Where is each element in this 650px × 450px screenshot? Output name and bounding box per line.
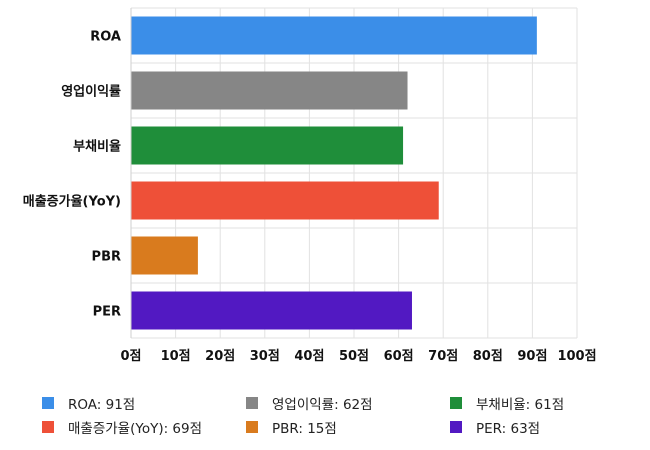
x-tick-label: 0점	[120, 349, 141, 364]
bar-4	[131, 236, 198, 275]
y-category-label: ROA	[90, 30, 121, 45]
x-tick-label: 20점	[205, 349, 235, 364]
bar-chart: 0점 10점 20점 30점 40점 50점 60점 70점 80점 90점 100점 ROA 영업이익…	[23, 7, 597, 364]
x-tick-label: 90점	[517, 349, 547, 364]
bar-1	[131, 71, 408, 110]
x-tick-label: 40점	[294, 349, 324, 364]
x-tick-label: 30점	[250, 349, 280, 364]
x-tick-label: 70점	[428, 349, 458, 364]
legend-swatch	[42, 421, 54, 433]
y-category-label: PER	[93, 305, 121, 320]
legend-item-roa: ROA: 91점	[42, 394, 136, 413]
legend-swatch	[42, 397, 54, 409]
x-tick-label: 10점	[161, 349, 191, 364]
legend-item-debt-ratio: 부채비율: 61점	[450, 394, 565, 413]
x-tick-label: 100점	[557, 349, 596, 364]
bar-0	[131, 16, 537, 55]
legend-swatch	[246, 397, 258, 409]
legend-label: 매출증가율(YoY): 69점	[68, 421, 203, 437]
legend-swatch	[450, 421, 462, 433]
bar-3	[131, 181, 439, 220]
x-tick-label: 50점	[339, 349, 369, 364]
bar-5	[131, 291, 412, 330]
legend-label: PBR: 15점	[272, 421, 337, 437]
legend-item-sales-growth: 매출증가율(YoY): 69점	[42, 418, 203, 437]
y-category-label: 영업이익률	[61, 84, 121, 100]
legend-item-per: PER: 63점	[450, 418, 541, 437]
x-tick-label: 60점	[384, 349, 414, 364]
legend-label: ROA: 91점	[68, 397, 136, 413]
y-category-label: PBR	[92, 250, 121, 265]
legend-label: 영업이익률: 62점	[272, 397, 373, 413]
y-category-label: 부채비율	[73, 139, 121, 155]
chart-legend: ROA: 91점 영업이익률: 62점 부채비율: 61점 매출증가율(YoY)…	[42, 392, 642, 440]
legend-item-operating-margin: 영업이익률: 62점	[246, 394, 373, 413]
x-tick-label: 80점	[473, 349, 503, 364]
legend-swatch	[450, 397, 462, 409]
y-category-label: 매출증가율(YoY)	[23, 194, 121, 210]
legend-label: 부채비율: 61점	[476, 397, 565, 413]
legend-swatch	[246, 421, 258, 433]
legend-item-pbr: PBR: 15점	[246, 418, 337, 437]
bar-2	[131, 126, 404, 165]
legend-label: PER: 63점	[476, 421, 541, 437]
